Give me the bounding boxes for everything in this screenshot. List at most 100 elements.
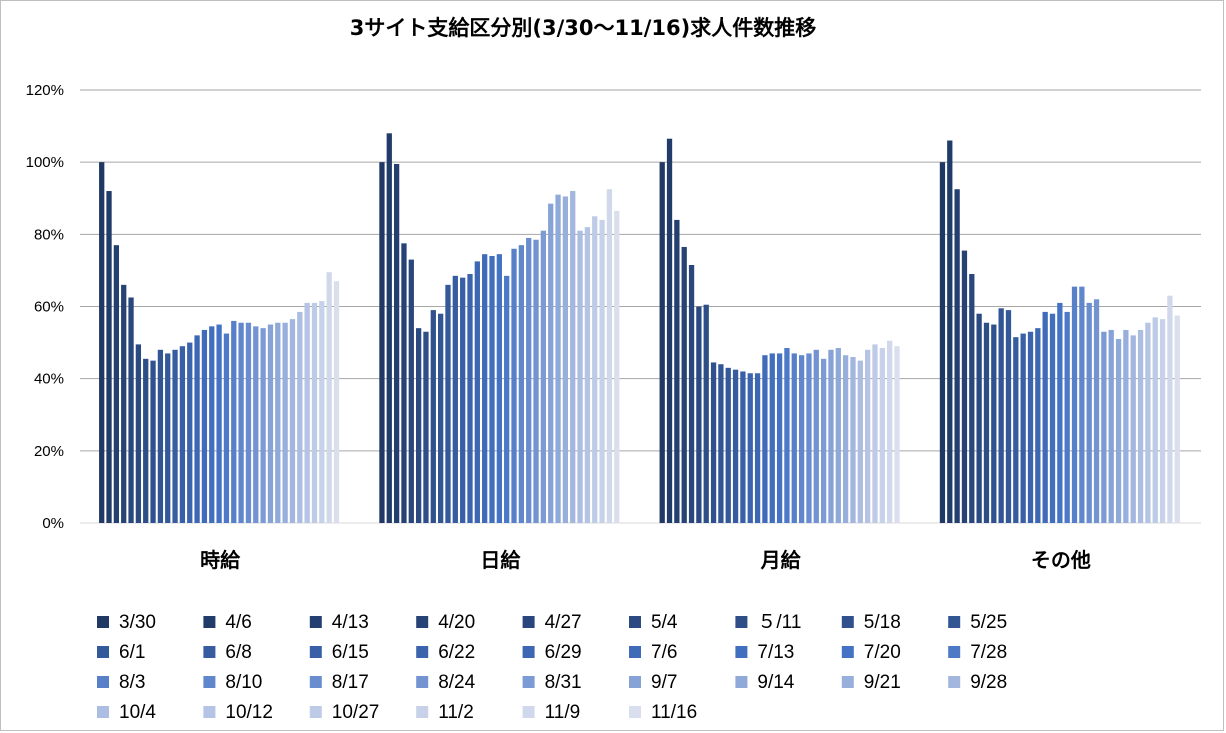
legend-entry: 8/17: [332, 672, 369, 693]
bar: [718, 364, 724, 523]
bar: [216, 324, 222, 523]
legend-swatch: [629, 706, 641, 718]
bar: [998, 308, 1004, 523]
bar: [311, 302, 318, 523]
bar: [732, 369, 739, 523]
legend-entry: 4/6: [225, 612, 251, 633]
bar: [238, 322, 244, 523]
bar: [991, 324, 997, 523]
bar: [415, 328, 422, 523]
legend-swatch: [522, 676, 535, 688]
bar: [438, 313, 444, 523]
legend-entry: 8/3: [119, 672, 145, 693]
bar: [1101, 331, 1107, 523]
bar: [1013, 337, 1019, 523]
bar: [209, 326, 215, 523]
legend-entry: 10/4: [119, 702, 156, 723]
bar: [1071, 286, 1078, 523]
bar: [584, 227, 591, 523]
bar: [1115, 338, 1122, 523]
legend-entry: 5/4: [651, 612, 678, 633]
legend-swatch: [309, 646, 322, 658]
bar: [798, 355, 805, 523]
bar: [430, 310, 436, 523]
bar: [570, 191, 576, 523]
legend-entry: 5/18: [864, 612, 901, 633]
y-tick-label: 20%: [34, 443, 64, 460]
bar: [969, 274, 975, 523]
bar: [482, 254, 488, 523]
y-tick-label: 60%: [34, 299, 64, 316]
legend-entry: 4/13: [332, 612, 369, 633]
bar: [135, 344, 142, 523]
bar: [496, 254, 502, 523]
bar: [1145, 322, 1151, 523]
legend-entry: 9/28: [970, 672, 1007, 693]
legend-swatch: [629, 616, 641, 628]
bar: [1005, 310, 1012, 523]
legend-entry: 4/20: [438, 612, 475, 633]
bar: [659, 162, 665, 524]
bar: [474, 261, 480, 523]
legend-swatch: [841, 676, 854, 688]
legend-swatch: [203, 616, 216, 628]
bar: [386, 133, 392, 524]
legend-entry: 11/9: [545, 702, 581, 723]
bar: [828, 349, 834, 523]
bar: [99, 162, 105, 524]
legend-swatch: [416, 706, 429, 718]
legend-entry: 8/24: [438, 672, 475, 693]
bar: [179, 346, 186, 523]
chart-title: 3サイト支給区分別(3/30～11/16)求人件数推移: [350, 16, 816, 40]
bar: [526, 237, 532, 523]
bar: [1093, 299, 1100, 523]
bar: [820, 358, 827, 523]
legend-entry: 9/7: [651, 672, 677, 693]
bar: [740, 371, 746, 523]
bar: [784, 348, 790, 523]
bar: [106, 191, 112, 523]
bar: [1130, 335, 1136, 523]
bar: [865, 349, 871, 523]
legend-swatch: [97, 616, 109, 628]
bar: [703, 304, 709, 523]
legend-swatch: [203, 706, 216, 718]
bar: [947, 140, 953, 523]
legend-swatch: [629, 646, 641, 658]
bar: [688, 265, 695, 523]
legend-entry: 11/2: [438, 702, 474, 723]
bar: [1064, 311, 1070, 523]
bar: [872, 344, 878, 523]
bar: [548, 203, 554, 523]
bar: [674, 219, 680, 523]
bar: [187, 342, 193, 523]
bar: [511, 248, 517, 523]
legend-swatch: [309, 676, 322, 688]
bar: [961, 250, 968, 523]
legend-swatch: [841, 646, 854, 658]
bar: [806, 353, 812, 523]
bar: [1108, 329, 1114, 523]
bar: [1042, 311, 1048, 523]
bar: [165, 353, 171, 523]
bar: [835, 348, 841, 523]
legend-entry: 10/12: [225, 702, 273, 723]
legend-entry: 9/14: [757, 672, 794, 693]
x-category-label: 日給: [480, 548, 521, 572]
bar: [423, 331, 429, 523]
bar: [333, 281, 340, 523]
bar: [769, 353, 775, 523]
bar: [762, 355, 768, 523]
bar: [326, 272, 332, 523]
bar: [297, 311, 303, 523]
x-category-label: 月給: [760, 548, 802, 572]
y-tick-label: 120%: [26, 82, 64, 99]
bar: [599, 219, 605, 523]
legend-swatch: [522, 706, 535, 718]
bar: [725, 367, 731, 523]
bar: [976, 313, 982, 523]
legend-swatch: [522, 646, 535, 658]
bar: [150, 360, 156, 524]
